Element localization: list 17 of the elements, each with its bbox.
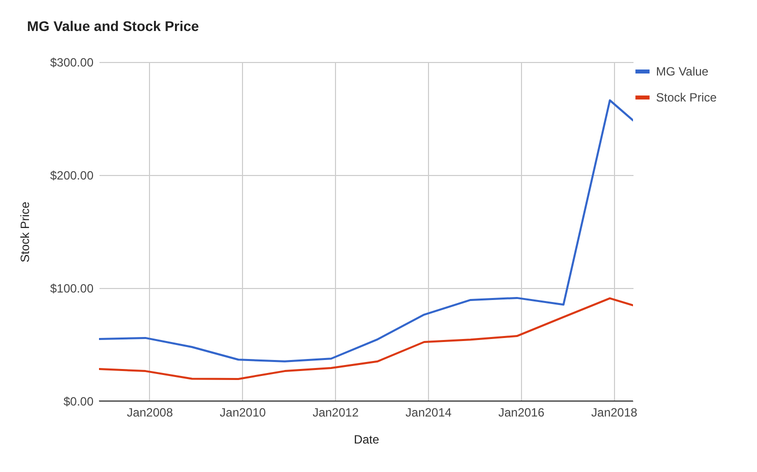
y-axis-title: Stock Price — [18, 201, 32, 262]
y-tick-label: $0.00 — [63, 394, 94, 408]
line-series — [99, 99, 633, 362]
legend-label: MG Value — [656, 64, 709, 78]
x-axis-title: Date — [354, 432, 380, 446]
x-tick-label: Jan2014 — [406, 406, 452, 420]
x-tick-label: Jan2012 — [312, 406, 359, 420]
x-tick-label: Jan2016 — [498, 406, 545, 420]
x-tick-label: Jan2010 — [220, 406, 266, 420]
x-tick-label: Jan2008 — [126, 406, 174, 420]
chart-title: MG Value and Stock Price — [27, 18, 200, 34]
y-tick-label: $200.00 — [50, 168, 94, 182]
x-tick-label: Jan2018 — [591, 406, 638, 420]
line-series — [99, 297, 633, 380]
y-tick-label: $100.00 — [50, 282, 94, 296]
y-tick-label: $300.00 — [50, 56, 94, 70]
legend-label: Stock Price — [656, 90, 718, 104]
